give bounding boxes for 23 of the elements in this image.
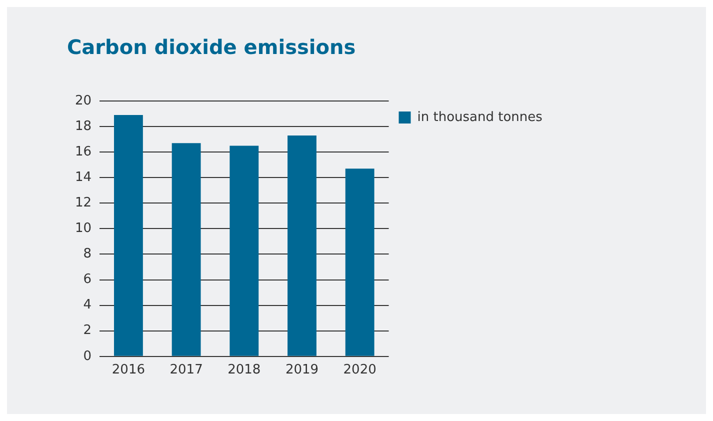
y-tick-label: 0 bbox=[83, 348, 92, 364]
x-tick-label: 2017 bbox=[170, 362, 203, 378]
y-tick-label: 2 bbox=[83, 323, 92, 338]
y-tick-label: 14 bbox=[74, 170, 92, 185]
x-tick-label: 2016 bbox=[112, 362, 146, 378]
bar bbox=[288, 135, 316, 356]
y-tick-label: 6 bbox=[83, 272, 92, 288]
y-tick-label: 16 bbox=[74, 144, 92, 160]
legend-label: in thousand tonnes bbox=[417, 110, 543, 125]
x-tick-label: 2019 bbox=[285, 362, 319, 378]
x-tick-label: 2018 bbox=[228, 362, 261, 378]
bar bbox=[114, 115, 143, 356]
bar bbox=[230, 146, 259, 356]
y-tick-label: 20 bbox=[74, 93, 92, 108]
y-tick-label: 12 bbox=[74, 196, 92, 211]
bar bbox=[345, 168, 374, 356]
y-tick-label: 18 bbox=[74, 118, 92, 134]
y-tick-label: 10 bbox=[74, 221, 92, 236]
x-tick-label: 2020 bbox=[343, 362, 376, 378]
y-tick-label: 4 bbox=[83, 298, 92, 313]
chart-title: Carbon dioxide emissions bbox=[67, 35, 356, 60]
y-tick-label: 8 bbox=[83, 246, 92, 262]
bar bbox=[172, 143, 201, 356]
